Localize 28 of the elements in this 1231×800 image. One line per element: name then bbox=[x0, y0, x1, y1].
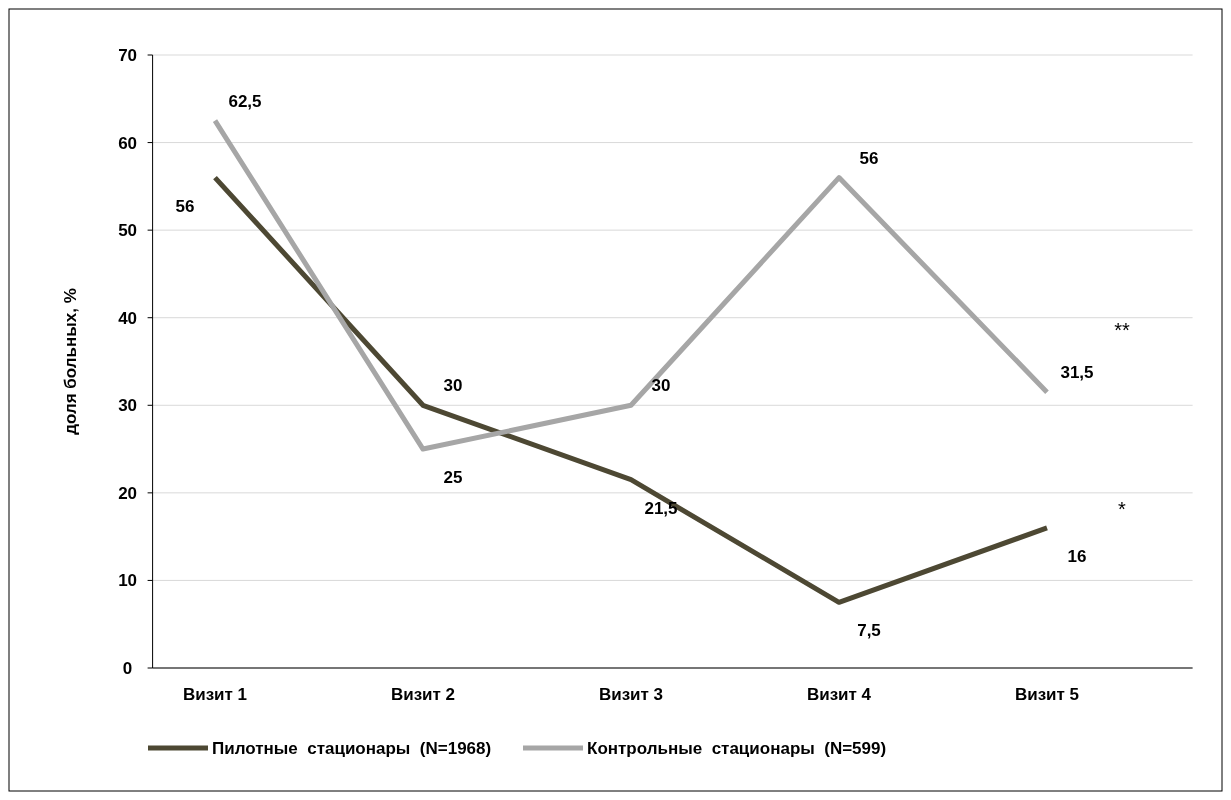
x-tick-label: Визит 2 bbox=[390, 685, 456, 704]
legend-label: Пилотные стационары (N=1968) bbox=[212, 738, 492, 758]
y-tick-label: 30 bbox=[118, 396, 138, 416]
annotation: * bbox=[1118, 497, 1127, 520]
x-tick-label: Визит 3 bbox=[598, 685, 664, 704]
x-tick-label: Визит 4 bbox=[806, 685, 872, 704]
data-label: 7,5 bbox=[857, 621, 881, 641]
data-label: 30 bbox=[651, 376, 671, 396]
data-label: 25 bbox=[443, 468, 463, 488]
y-tick-label: 70 bbox=[118, 45, 138, 65]
data-label: 21,5 bbox=[644, 498, 678, 518]
legend-label: Контрольные стационары (N=599) bbox=[587, 738, 887, 758]
y-tick-label: 10 bbox=[118, 571, 138, 591]
y-tick-label: 50 bbox=[118, 221, 138, 241]
y-tick-label: 60 bbox=[118, 133, 138, 153]
y-axis-title: доля больных, % bbox=[61, 288, 80, 435]
annotation: ** bbox=[1114, 319, 1130, 342]
y-tick-label: 40 bbox=[118, 308, 138, 328]
data-label: 30 bbox=[443, 376, 463, 396]
data-label: 56 bbox=[859, 148, 879, 168]
data-label: 31,5 bbox=[1060, 363, 1094, 383]
data-label: 62,5 bbox=[228, 91, 262, 111]
data-label: 16 bbox=[1067, 546, 1087, 566]
y-tick-label: 0 bbox=[122, 658, 133, 678]
x-tick-label: Визит 5 bbox=[1014, 685, 1080, 704]
y-tick-label: 20 bbox=[118, 483, 138, 503]
data-label: 56 bbox=[175, 196, 195, 216]
x-tick-label: Визит 1 bbox=[182, 685, 248, 704]
